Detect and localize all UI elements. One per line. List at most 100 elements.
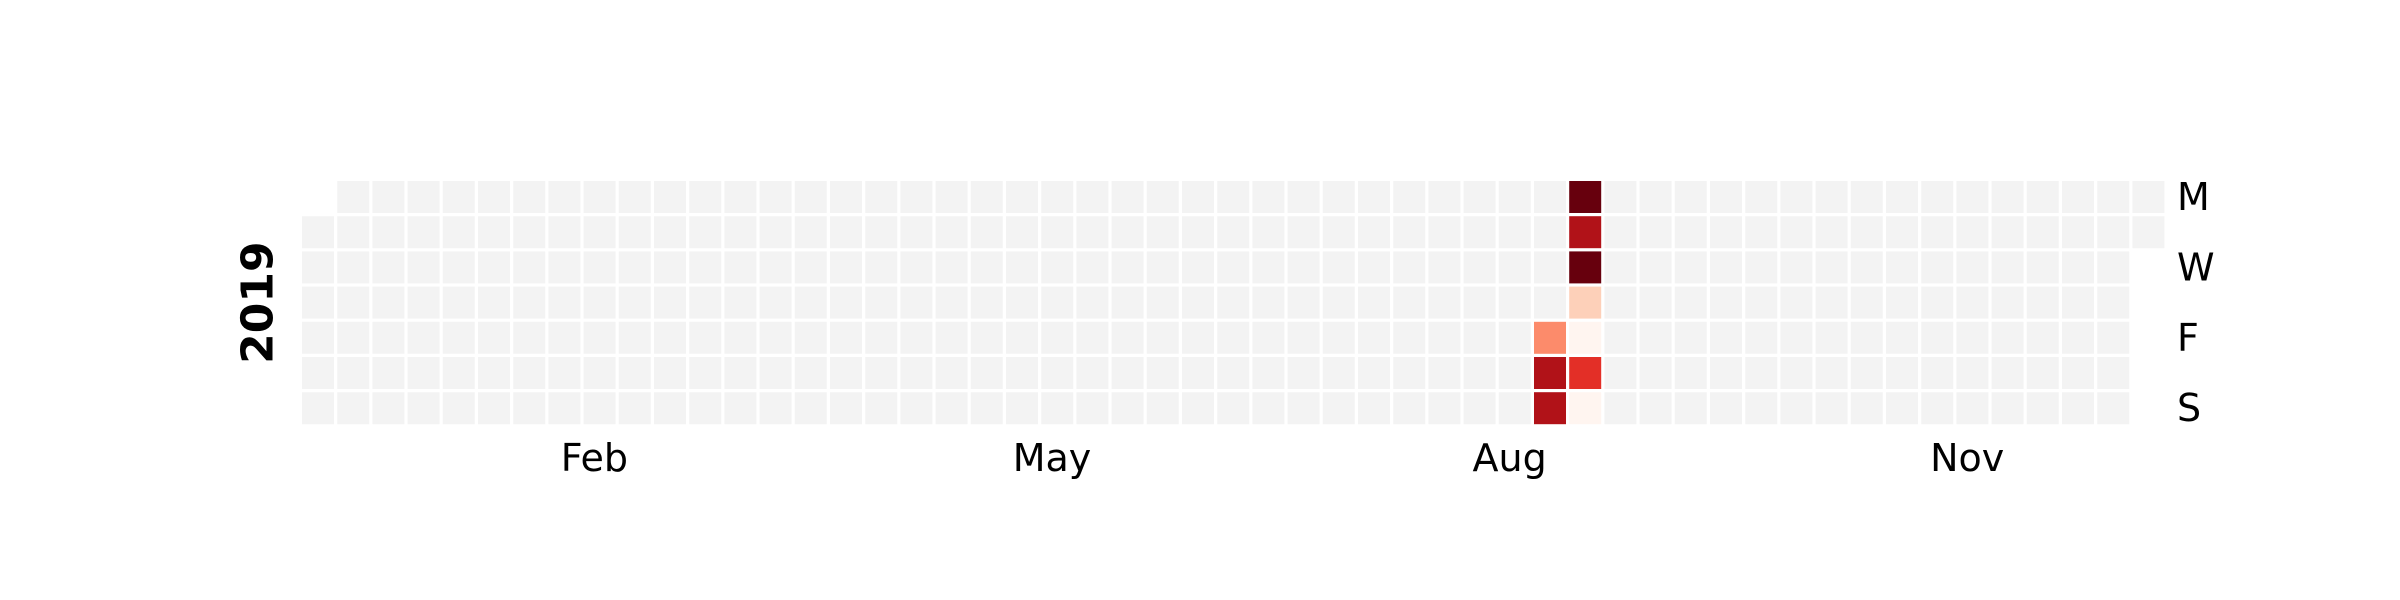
heatmap-cell: [1393, 286, 1426, 319]
heatmap-cell: [1991, 251, 2024, 284]
heatmap-cell: [1428, 357, 1461, 389]
heatmap-cell: [442, 321, 475, 354]
heatmap-cell: [724, 181, 757, 213]
heatmap-cell: [970, 181, 1003, 213]
heatmap-cell: [1498, 357, 1531, 389]
heatmap-cell: [935, 181, 968, 213]
heatmap-cell: [1850, 357, 1883, 389]
heatmap-cell: [1674, 286, 1707, 319]
year-label: 2019: [233, 241, 284, 363]
heatmap-cell: [1358, 321, 1390, 354]
heatmap-cell: [2062, 251, 2094, 284]
heatmap-cell: [583, 392, 616, 425]
heatmap-cell: [1745, 251, 1778, 284]
heatmap-cell: [1710, 392, 1742, 425]
heatmap-cell: [1956, 321, 1989, 354]
heatmap-cell: [1498, 392, 1531, 425]
heatmap-cell: [900, 251, 933, 284]
heatmap-cell: [1534, 286, 1566, 319]
heatmap-cell: [1322, 251, 1355, 284]
heatmap-cell: [1815, 251, 1848, 284]
heatmap-cell: [372, 321, 405, 354]
heatmap-cell: [442, 357, 475, 389]
heatmap-cell: [1886, 286, 1918, 319]
heatmap-cell: [1463, 392, 1496, 425]
heatmap-cell: [407, 321, 440, 354]
heatmap-cell: [2026, 357, 2059, 389]
heatmap-cell: [759, 321, 792, 354]
heatmap-cell: [1991, 286, 2024, 319]
heatmap-cell: [478, 181, 510, 213]
heatmap-cell: [830, 286, 862, 319]
heatmap-cell: [1815, 321, 1848, 354]
heatmap-cell: [1921, 251, 1954, 284]
heatmap-cell: [2062, 216, 2094, 249]
heatmap-cell: [724, 286, 757, 319]
heatmap-cell: [2097, 251, 2130, 284]
heatmap-cell: [1393, 321, 1426, 354]
heatmap-cell: [1111, 251, 1144, 284]
heatmap-cell: [1428, 392, 1461, 425]
heatmap-cells: [302, 181, 2165, 425]
heatmap-cell: [654, 321, 686, 354]
heatmap-cell: [830, 181, 862, 213]
heatmap-cell: [1076, 357, 1109, 389]
heatmap-cell: [1745, 216, 1778, 249]
heatmap-cell: [1287, 357, 1320, 389]
heatmap-cell: [407, 286, 440, 319]
heatmap-cell: [1850, 251, 1883, 284]
heatmap-cell: [548, 286, 581, 319]
heatmap-cell: [548, 216, 581, 249]
heatmap-cell: [513, 392, 546, 425]
heatmap-cell: [935, 392, 968, 425]
heatmap-cell: [759, 181, 792, 213]
heatmap-cell: [1780, 286, 1813, 319]
heatmap-cell: [1815, 181, 1848, 213]
heatmap-cell: [970, 251, 1003, 284]
heatmap-cell: [1006, 216, 1038, 249]
heatmap-cell: [654, 357, 686, 389]
heatmap-cell: [1287, 181, 1320, 213]
heatmap-cell-active: [1569, 392, 1602, 425]
heatmap-cell: [654, 216, 686, 249]
heatmap-cell: [759, 216, 792, 249]
heatmap-cell: [1710, 357, 1742, 389]
heatmap-cell: [478, 357, 510, 389]
heatmap-cell: [548, 321, 581, 354]
heatmap-cell: [1428, 251, 1461, 284]
heatmap-cell: [865, 286, 898, 319]
heatmap-cell: [478, 286, 510, 319]
heatmap-cell: [2026, 251, 2059, 284]
heatmap-cell: [1006, 321, 1038, 354]
heatmap-cell: [1921, 321, 1954, 354]
heatmap-cell: [830, 251, 862, 284]
heatmap-cell: [1710, 321, 1742, 354]
heatmap-cell: [935, 357, 968, 389]
heatmap-cell: [1076, 392, 1109, 425]
heatmap-cell: [1041, 181, 1074, 213]
heatmap-cell: [1287, 392, 1320, 425]
heatmap-cell: [1921, 286, 1954, 319]
heatmap-cell: [513, 286, 546, 319]
heatmap-cell: [1850, 216, 1883, 249]
month-axis: Feb May Aug Nov: [561, 436, 2005, 480]
heatmap-cell: [583, 251, 616, 284]
heatmap-cell: [478, 251, 510, 284]
heatmap-cell: [1252, 216, 1285, 249]
heatmap-cell: [1393, 181, 1426, 213]
heatmap-cell: [1393, 216, 1426, 249]
heatmap-cell: [689, 286, 722, 319]
heatmap-cell: [1146, 321, 1179, 354]
heatmap-cell: [442, 216, 475, 249]
heatmap-cell: [1604, 392, 1637, 425]
heatmap-cell: [1780, 216, 1813, 249]
heatmap-cell: [1252, 181, 1285, 213]
heatmap-cell: [970, 286, 1003, 319]
heatmap-cell: [1604, 251, 1637, 284]
heatmap-cell: [900, 181, 933, 213]
heatmap-cell: [1463, 181, 1496, 213]
heatmap-cell: [1534, 251, 1566, 284]
heatmap-cell: [654, 392, 686, 425]
heatmap-cell: [1111, 286, 1144, 319]
heatmap-cell: [865, 321, 898, 354]
